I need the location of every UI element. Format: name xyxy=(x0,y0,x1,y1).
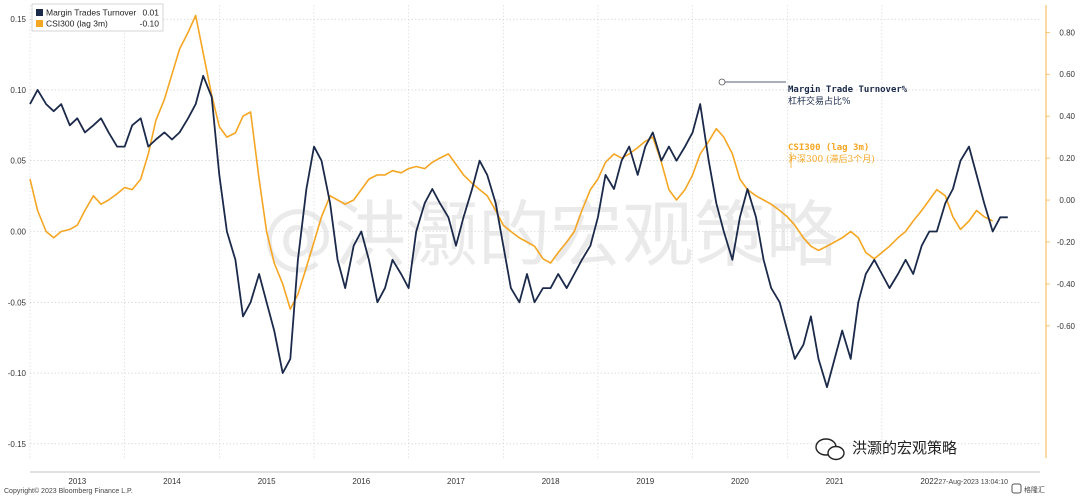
x-tick: 2016 xyxy=(352,477,370,486)
y-tick-left: -0.15 xyxy=(8,440,27,449)
x-tick: 2020 xyxy=(731,477,749,486)
x-tick: 2019 xyxy=(636,477,654,486)
timestamp: 27-Aug-2023 13:04:10 xyxy=(938,479,1008,486)
x-tick: 2018 xyxy=(542,477,560,486)
annotation-margin-cn: 杠杆交易占比% xyxy=(788,95,851,107)
y-tick-right: 0.60 xyxy=(1059,70,1075,79)
annotation-csi300-en: CSI300 (lag 3m) xyxy=(788,143,869,153)
annotation-margin: Margin Trade Turnover% 杠杆交易占比% xyxy=(718,78,908,107)
annotation-csi300: CSI300 (lag 3m) 沪深300 (滞后3个月) xyxy=(788,143,875,168)
annotation-csi300-cn: 沪深300 (滞后3个月) xyxy=(788,153,875,165)
x-tick: 2017 xyxy=(447,477,465,486)
brand-name: 格隆汇 xyxy=(1024,485,1045,494)
x-tick: 2015 xyxy=(258,477,276,486)
legend-box xyxy=(31,3,164,32)
y-tick-left: 0.05 xyxy=(10,157,26,166)
y-tick-left: 0.00 xyxy=(10,228,26,237)
y-tick-right: -0.40 xyxy=(1057,280,1076,289)
brand-watermark: 格隆汇 xyxy=(1011,483,1045,494)
legend-value-csi300: -0.10 xyxy=(140,19,160,29)
y-tick-left: 0.10 xyxy=(10,86,26,95)
legend-label-csi300: CSI300 (lag 3m) xyxy=(46,19,108,29)
csi300-series xyxy=(29,14,994,310)
x-tick: 2014 xyxy=(163,477,181,486)
y-tick-left: -0.05 xyxy=(8,298,27,307)
watermark-label: 洪灏的宏观策略 xyxy=(852,439,957,457)
annotation-margin-en: Margin Trade Turnover% xyxy=(788,84,908,95)
margin-turnover-line xyxy=(29,74,1008,389)
copyright: Copyright© 2023 Bloomberg Finance L.P. xyxy=(4,487,133,495)
y-tick-left: -0.10 xyxy=(8,369,27,378)
legend-swatch-margin xyxy=(36,9,43,16)
margin-turnover-series xyxy=(29,74,1008,389)
y-tick-right: 0.40 xyxy=(1059,112,1075,121)
y-tick-right: 0.00 xyxy=(1059,196,1075,205)
wechat-icon-bubble xyxy=(827,445,845,461)
csi300-line xyxy=(29,14,994,310)
legend-label-margin: Margin Trades Turnover xyxy=(46,8,136,18)
y-tick-right: -0.60 xyxy=(1057,322,1076,331)
legend-swatch-csi300 xyxy=(36,20,43,27)
y-tick-right: 0.20 xyxy=(1059,154,1075,163)
x-tick: 2013 xyxy=(68,477,86,486)
y-tick-right: -0.20 xyxy=(1057,238,1076,247)
axis-ticks: 0.15 0.10 0.05 0.00 -0.05 -0.10 -0.15 0.80 0.60 0… xyxy=(8,5,1076,486)
x-tick: 2021 xyxy=(826,477,844,486)
y-tick-left: 0.15 xyxy=(10,15,26,24)
wechat-watermark: 洪灏的宏观策略 xyxy=(815,438,957,461)
brand-logo-icon xyxy=(1011,483,1022,494)
y-tick-right: 0.80 xyxy=(1059,28,1075,37)
legend: Margin Trades Turnover 0.01 CSI300 (lag … xyxy=(31,3,164,32)
legend-value-margin: 0.01 xyxy=(142,8,159,18)
x-tick: 2022 xyxy=(920,477,938,486)
